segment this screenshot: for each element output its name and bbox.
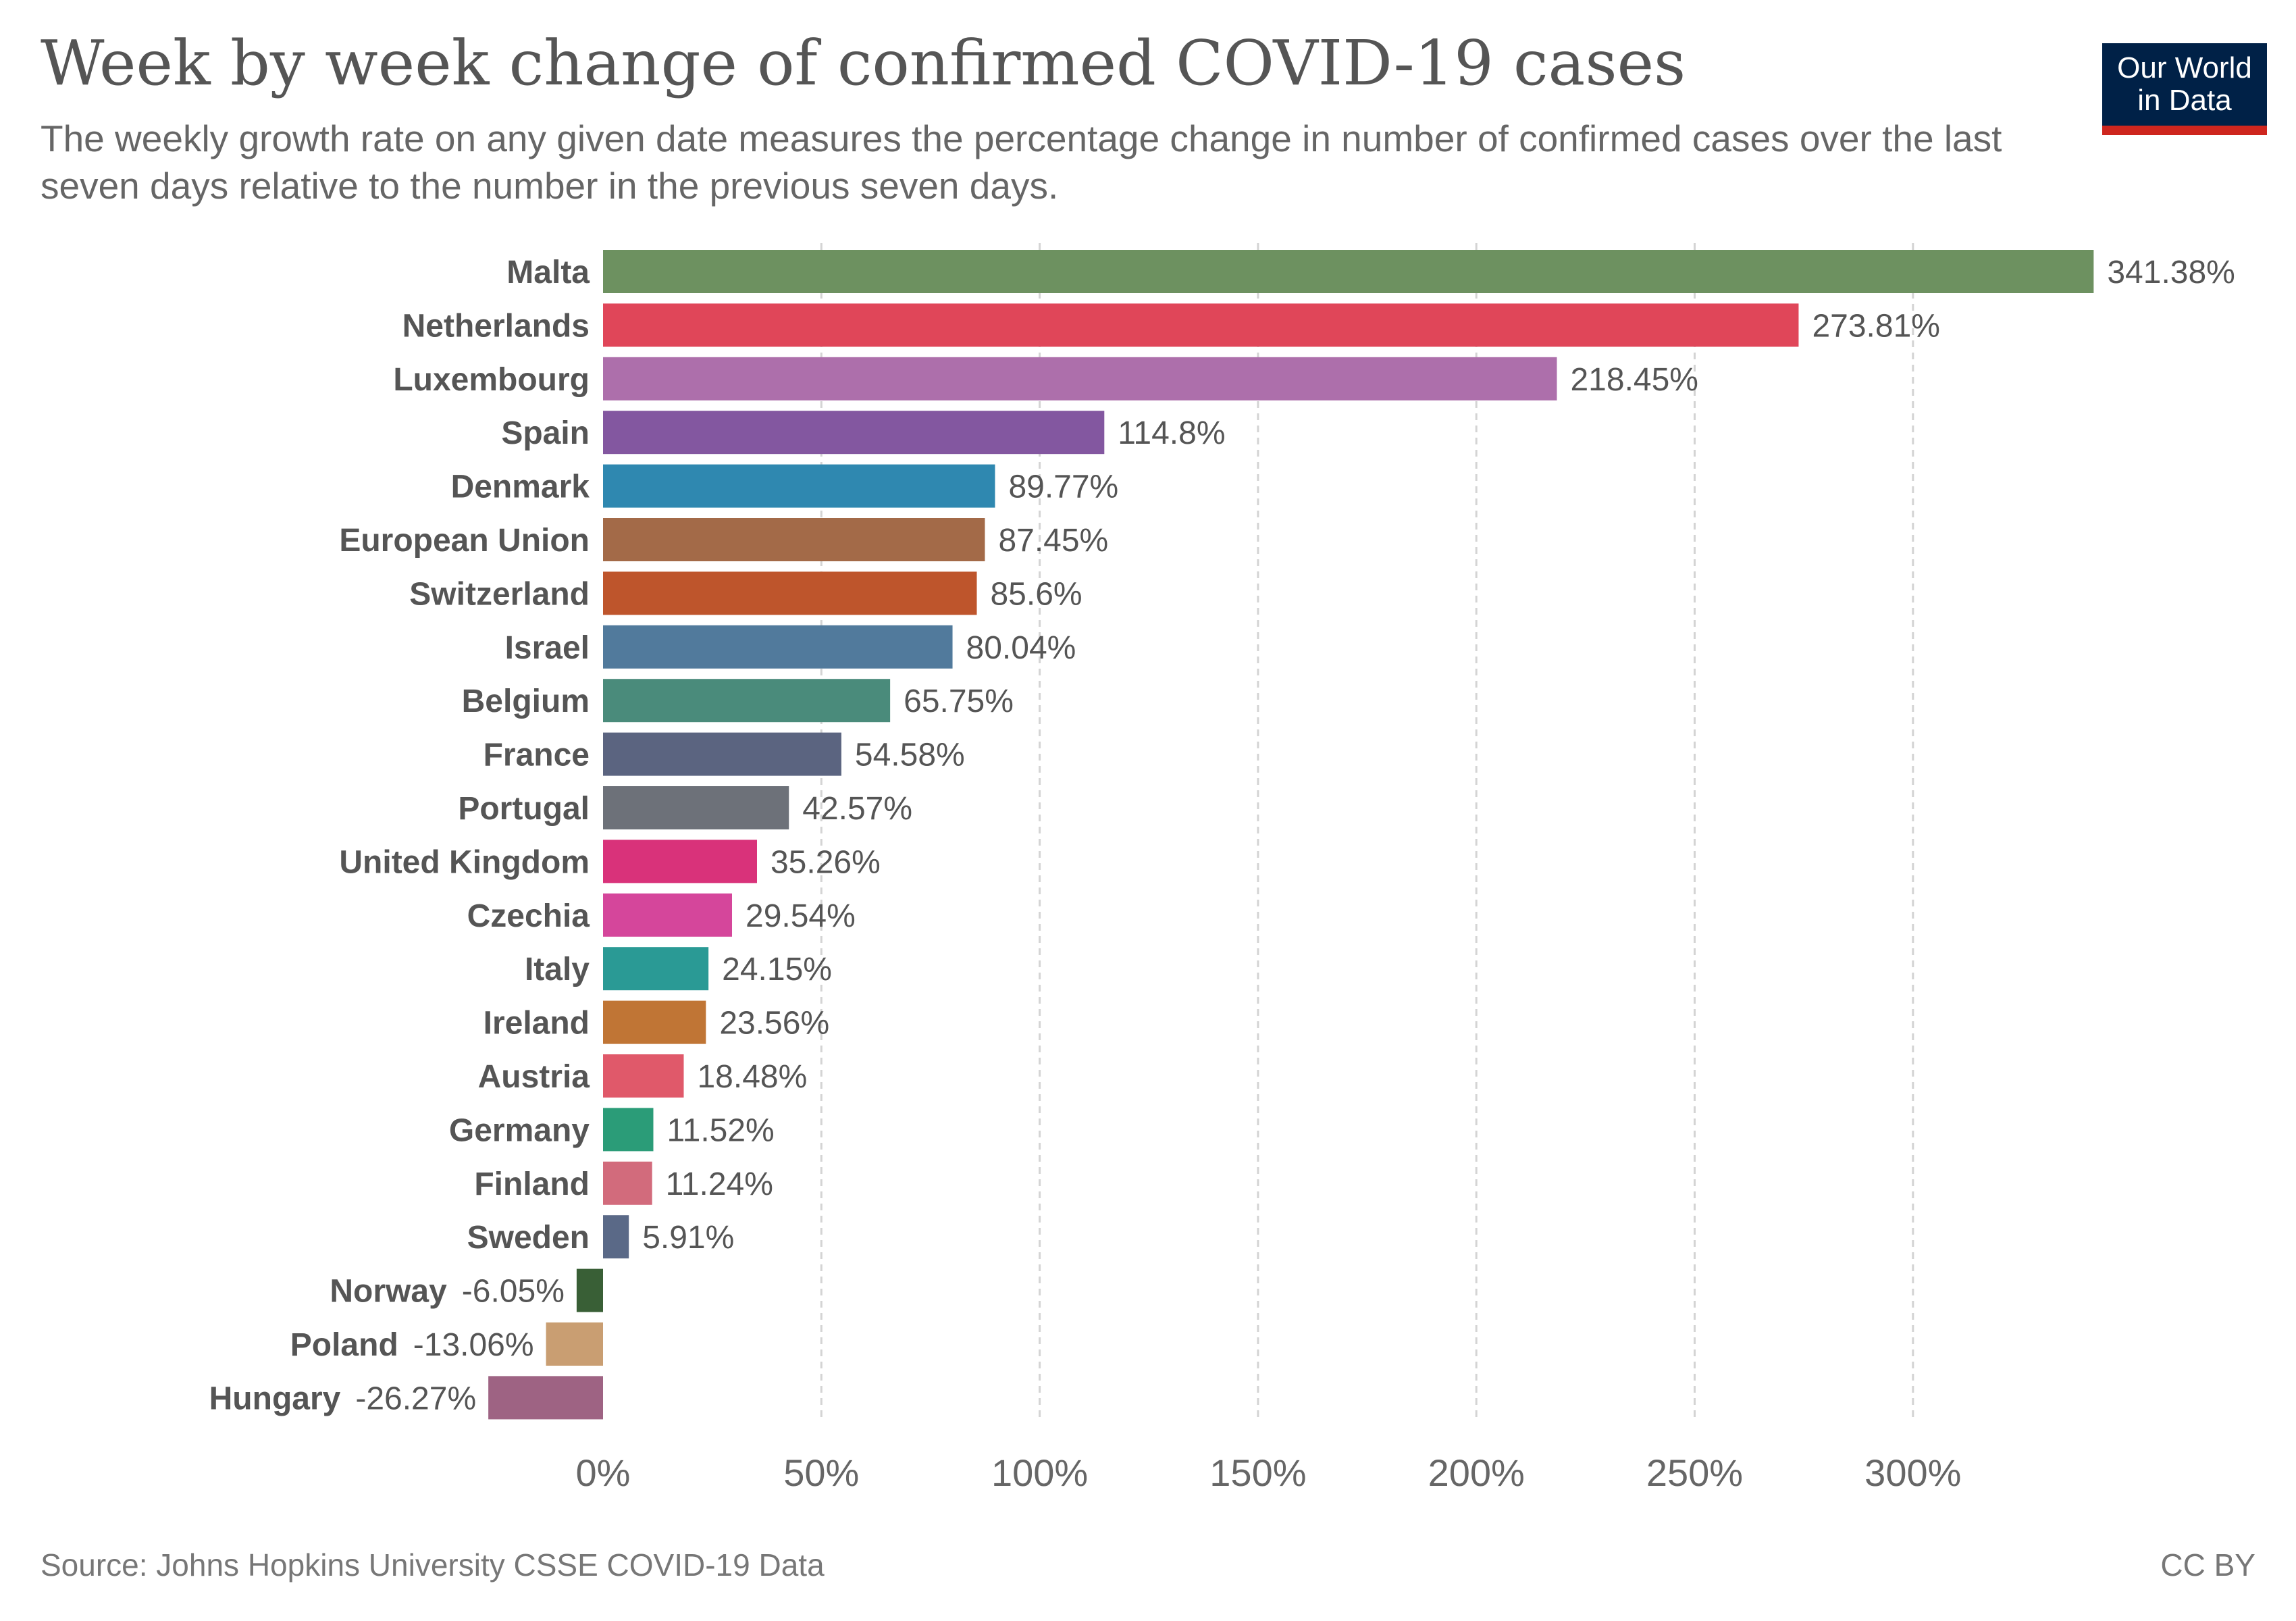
category-label[interactable]: United Kingdom [339, 844, 590, 880]
category-label[interactable]: Norway [330, 1274, 447, 1310]
value-label: 35.26% [771, 844, 881, 880]
bar-united-kingdom[interactable] [603, 840, 757, 883]
category-label[interactable]: Portugal [458, 791, 590, 827]
category-label[interactable]: Luxembourg [393, 362, 590, 398]
category-label[interactable]: France [484, 738, 590, 773]
bar-switzerland[interactable] [603, 571, 977, 615]
x-tick-label: 100% [991, 1451, 1088, 1494]
bar-denmark[interactable] [603, 464, 995, 508]
bars [488, 250, 2094, 1420]
value-label: 89.77% [1008, 469, 1118, 505]
category-label[interactable]: Austria [478, 1059, 590, 1095]
value-label: 11.24% [666, 1166, 773, 1202]
value-label: 341.38% [2107, 255, 2235, 290]
bar-finland[interactable] [603, 1161, 652, 1205]
logo-line-1: Our World [2117, 51, 2252, 84]
category-label[interactable]: Israel [505, 630, 590, 666]
owid-logo[interactable]: Our World in Data [2102, 43, 2267, 135]
bar-austria[interactable] [603, 1054, 684, 1098]
value-label: 24.15% [722, 952, 832, 987]
bar-norway[interactable] [576, 1268, 603, 1312]
category-label[interactable]: Netherlands [402, 308, 590, 344]
value-label: -6.05% [462, 1274, 565, 1310]
value-label: -26.27% [355, 1381, 476, 1416]
value-label: 11.52% [667, 1112, 774, 1148]
bar-ireland[interactable] [603, 1000, 706, 1044]
bar-luxembourg[interactable] [603, 357, 1557, 401]
category-label[interactable]: Germany [449, 1112, 590, 1148]
value-label: 87.45% [998, 523, 1108, 559]
value-label: -13.06% [413, 1327, 534, 1363]
value-label: 5.91% [642, 1220, 734, 1256]
value-label: 23.56% [719, 1006, 829, 1041]
bar-czechia[interactable] [603, 893, 733, 937]
value-label: 29.54% [746, 898, 856, 934]
value-label: 54.58% [855, 738, 965, 773]
license-link[interactable]: CC BY [2160, 1547, 2255, 1583]
bar-sweden[interactable] [603, 1215, 629, 1259]
category-label[interactable]: Czechia [467, 898, 590, 934]
bar-netherlands[interactable] [603, 303, 1799, 347]
category-label[interactable]: Italy [525, 952, 590, 987]
x-tick-label: 50% [783, 1451, 859, 1494]
category-label[interactable]: Poland [290, 1327, 398, 1363]
bar-malta[interactable] [603, 250, 2094, 293]
category-label[interactable]: European Union [339, 523, 590, 559]
value-label: 80.04% [966, 630, 1076, 666]
x-tick-label: 0% [576, 1451, 631, 1494]
chart-subtitle: The weekly growth rate on any given date… [41, 118, 2002, 207]
x-axis-ticks: 0% 50% 100% 150% 200% 250% 300% [576, 1451, 1962, 1494]
value-label: 42.57% [802, 791, 912, 827]
labels: Malta 341.38% Netherlands 273.81% Luxembourg… [209, 255, 2235, 1416]
category-label[interactable]: Switzerland [409, 576, 590, 612]
category-label[interactable]: Malta [506, 255, 590, 290]
bar-european-union[interactable] [603, 518, 985, 561]
bar-spain[interactable] [603, 411, 1105, 455]
category-label[interactable]: Ireland [484, 1006, 590, 1041]
bar-hungary[interactable] [488, 1376, 603, 1420]
bar-germany[interactable] [603, 1108, 654, 1152]
value-label: 273.81% [1812, 308, 1940, 344]
bar-israel[interactable] [603, 625, 953, 669]
x-tick-label: 250% [1646, 1451, 1743, 1494]
category-label[interactable]: Denmark [451, 469, 590, 505]
x-tick-label: 150% [1209, 1451, 1306, 1494]
bar-poland[interactable] [546, 1322, 603, 1366]
value-label: 18.48% [697, 1059, 807, 1095]
category-label[interactable]: Hungary [209, 1381, 341, 1416]
x-tick-label: 200% [1428, 1451, 1525, 1494]
logo-line-2: in Data [2137, 84, 2232, 117]
bar-france[interactable] [603, 732, 841, 776]
category-label[interactable]: Belgium [462, 684, 590, 719]
category-label[interactable]: Finland [474, 1166, 590, 1202]
bar-belgium[interactable] [603, 679, 891, 723]
value-label: 114.8% [1118, 415, 1225, 451]
bar-chart: Malta 341.38% Netherlands 273.81% Luxembourg… [209, 243, 2235, 1494]
bar-portugal[interactable] [603, 786, 789, 829]
category-label[interactable]: Sweden [467, 1220, 590, 1256]
source-note: Source: Johns Hopkins University CSSE CO… [41, 1547, 825, 1583]
value-label: 85.6% [990, 576, 1082, 612]
category-label[interactable]: Spain [501, 415, 590, 451]
x-tick-label: 300% [1864, 1451, 1961, 1494]
value-label: 218.45% [1570, 362, 1698, 398]
bar-italy[interactable] [603, 947, 709, 991]
value-label: 65.75% [904, 684, 1014, 719]
chart-title: Week by week change of confirmed COVID-1… [41, 27, 1686, 99]
